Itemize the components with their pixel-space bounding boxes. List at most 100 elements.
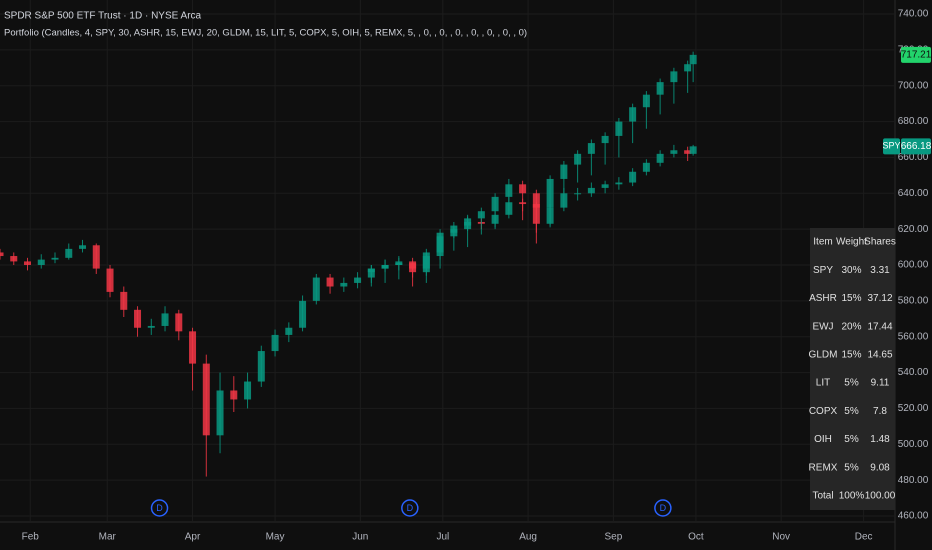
candle-body xyxy=(354,277,362,283)
y-tick-label: 580.00 xyxy=(898,295,929,306)
candle-body xyxy=(684,150,692,154)
candle-body xyxy=(175,313,183,332)
chart-title: SPDR S&P 500 ETF Trust · 1D · NYSE Arca xyxy=(4,11,202,22)
dividend-marker[interactable] xyxy=(654,499,672,517)
table-cell: 15% xyxy=(841,293,861,304)
candle-body xyxy=(51,257,59,260)
candle-body xyxy=(587,143,595,154)
candles xyxy=(0,51,697,477)
table-cell: COPX xyxy=(809,406,838,417)
candle-body xyxy=(629,171,637,183)
x-tick-label: Mar xyxy=(99,532,117,543)
candle-body xyxy=(257,351,265,382)
candle-body xyxy=(670,71,678,83)
candle-body xyxy=(92,245,100,269)
chart-subtitle: Portfolio (Candles, 4, SPY, 30, ASHR, 15… xyxy=(4,28,527,39)
table-cell: 100% xyxy=(839,491,865,502)
x-tick-label: Dec xyxy=(855,532,873,543)
candle-body xyxy=(601,184,609,188)
candle-body xyxy=(546,178,554,208)
table-cell: Total xyxy=(812,491,833,502)
table-cell: 3.31 xyxy=(870,265,890,276)
candle-body xyxy=(299,300,307,328)
candle-body xyxy=(312,277,320,301)
candle-body xyxy=(120,291,128,310)
x-tick-label: May xyxy=(266,532,285,543)
table-cell: 17.44 xyxy=(867,321,892,332)
x-tick-label: Jun xyxy=(352,532,368,543)
series-name-label: SPY xyxy=(882,141,900,151)
candle-body xyxy=(10,256,18,262)
last-price-label: 717.21 xyxy=(901,49,932,60)
table-header: Weight xyxy=(836,237,867,248)
candle-body xyxy=(615,121,623,136)
table-cell: 100.00 xyxy=(865,491,896,502)
y-tick-label: 540.00 xyxy=(898,367,929,378)
candle-body xyxy=(642,162,650,172)
table-cell: 15% xyxy=(841,350,861,361)
x-tick-label: Oct xyxy=(688,532,704,543)
y-tick-label: 500.00 xyxy=(898,439,929,450)
candle-body xyxy=(65,248,73,258)
table-header: Shares xyxy=(864,237,896,248)
table-cell: REMX xyxy=(809,462,838,473)
y-tick-label: 640.00 xyxy=(898,188,929,199)
y-tick-label: 600.00 xyxy=(898,260,929,271)
table-header: Item xyxy=(813,237,832,248)
candle-body xyxy=(367,268,375,273)
x-tick-label: Nov xyxy=(772,532,790,543)
x-tick-label: Jul xyxy=(436,532,449,543)
y-tick-label: 480.00 xyxy=(898,475,929,486)
candle-body xyxy=(560,164,568,179)
candle-body xyxy=(422,252,430,269)
y-tick-label: 620.00 xyxy=(898,224,929,235)
candle-body xyxy=(326,277,334,287)
candle-body xyxy=(106,268,114,292)
candle-body xyxy=(202,363,210,436)
last-price-label: 666.18 xyxy=(901,141,932,152)
table-cell: LIT xyxy=(816,378,830,389)
candle-body xyxy=(491,196,499,212)
candle-body xyxy=(684,64,692,72)
candle-body xyxy=(0,252,4,257)
table-cell: 14.65 xyxy=(867,350,892,361)
table-cell: OIH xyxy=(814,434,832,445)
y-tick-label: 660.00 xyxy=(898,152,929,163)
table-cell: 5% xyxy=(844,406,859,417)
candle-body xyxy=(670,150,678,154)
table-cell: EWJ xyxy=(812,321,833,332)
candle-body xyxy=(409,261,417,269)
grid xyxy=(0,0,895,522)
candle-body xyxy=(37,259,45,265)
series-name-box xyxy=(883,138,900,155)
candle-body xyxy=(689,146,697,154)
candle-body xyxy=(436,236,444,253)
table-cell: 5% xyxy=(844,462,859,473)
x-tick-label: Aug xyxy=(519,532,537,543)
table-cell: 9.11 xyxy=(871,378,890,389)
candle-body xyxy=(656,82,664,95)
candle-body xyxy=(189,331,197,364)
candle-body xyxy=(587,187,595,194)
table-cell: ASHR xyxy=(809,293,837,304)
candle-body xyxy=(285,327,293,335)
candle-body xyxy=(532,193,540,208)
table-cell: SPY xyxy=(813,265,833,276)
candle-body xyxy=(79,245,87,249)
candle-body xyxy=(450,229,458,237)
candle-body xyxy=(395,261,403,265)
y-tick-label: 560.00 xyxy=(898,331,929,342)
table-cell: 5% xyxy=(844,378,859,389)
candle-body xyxy=(134,309,142,328)
dividend-label: D xyxy=(407,503,414,513)
y-tick-label: 460.00 xyxy=(898,511,929,522)
y-tick-label: 700.00 xyxy=(898,80,929,91)
table-cell: GLDM xyxy=(809,350,838,361)
dividend-marker[interactable] xyxy=(150,499,169,517)
candle-body xyxy=(615,182,623,185)
candle-body xyxy=(601,135,609,144)
candle-body xyxy=(244,381,252,400)
candle-body xyxy=(24,261,32,265)
dividend-marker[interactable] xyxy=(401,499,419,517)
